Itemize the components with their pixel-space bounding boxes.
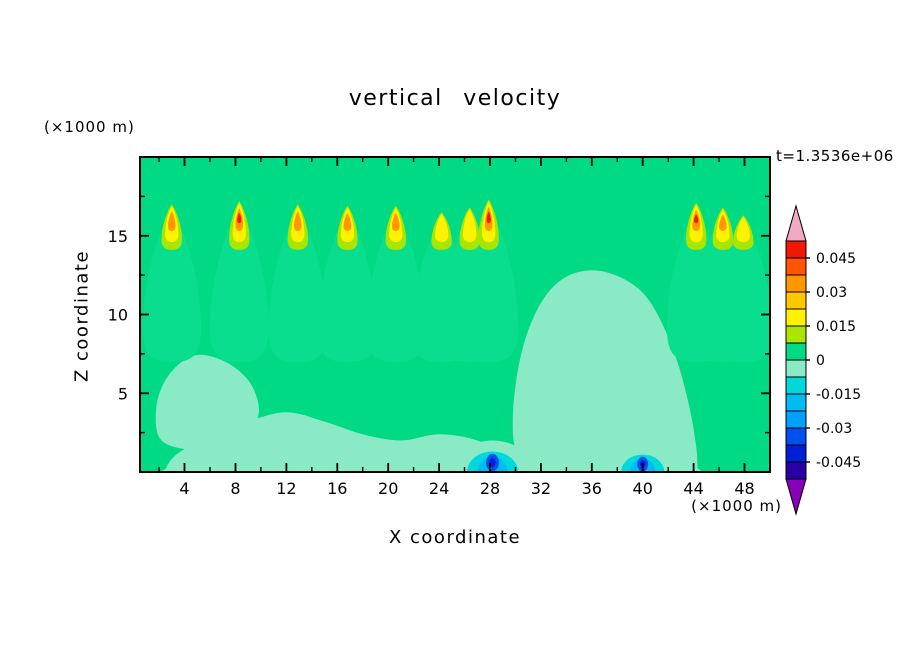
plume-cone bbox=[142, 209, 202, 362]
colorbar-band bbox=[785, 461, 807, 480]
x-tick-label: 24 bbox=[429, 479, 449, 498]
plume-flame-orange bbox=[168, 211, 176, 231]
plume-cone bbox=[714, 220, 770, 362]
downdraft-spot bbox=[451, 440, 534, 472]
colorbar-band bbox=[785, 325, 807, 344]
updraft-plume bbox=[287, 204, 308, 250]
plume-flame-orange bbox=[719, 214, 727, 231]
colorbar-band bbox=[785, 393, 807, 412]
plume-flame-red bbox=[237, 212, 242, 224]
chart-title: vertical velocity bbox=[348, 86, 562, 111]
updraft-plume bbox=[478, 199, 499, 250]
x-tick-label: 32 bbox=[531, 479, 551, 498]
x-tick-label: 44 bbox=[683, 479, 703, 498]
x-tick-label: 36 bbox=[582, 479, 602, 498]
y-axis-units-label: (×1000 m) bbox=[44, 118, 135, 136]
colorbar-label: 0.03 bbox=[816, 285, 847, 301]
plume-flame-yellow bbox=[463, 209, 477, 243]
updraft-plume bbox=[459, 207, 480, 250]
plume-flame-orange bbox=[294, 211, 302, 231]
colorbar-band bbox=[785, 359, 807, 378]
plume-flame-orange bbox=[392, 212, 400, 231]
x-tick-label: 8 bbox=[230, 479, 240, 498]
updraft-plume bbox=[712, 207, 734, 250]
x-tick-label: 4 bbox=[179, 479, 189, 498]
colorbar-label: 0 bbox=[816, 353, 825, 369]
colorbar-band bbox=[785, 342, 807, 361]
colorbar-band bbox=[785, 274, 807, 293]
downdraft-spot bbox=[608, 445, 678, 472]
colorbar-label: 0.015 bbox=[816, 319, 856, 335]
y-tick-label: 5 bbox=[118, 384, 128, 403]
colorbar-band bbox=[785, 376, 807, 395]
colorbar-label: -0.015 bbox=[816, 387, 861, 403]
colorbar: 0.045 0.03 0.015 0 -0.015 -0.03 -0.045 bbox=[785, 204, 861, 516]
colorbar-label: -0.045 bbox=[816, 455, 861, 471]
time-annotation: t=1.3536e+06 bbox=[776, 147, 894, 165]
y-tick-label: 15 bbox=[108, 227, 128, 246]
colorbar-label: -0.03 bbox=[816, 421, 852, 437]
plume-flame-orange bbox=[343, 212, 352, 231]
plume-cone bbox=[318, 210, 377, 362]
axes-ticks bbox=[140, 157, 771, 472]
y-axis-title: Z coordinate bbox=[71, 249, 93, 383]
subsidence-region bbox=[512, 270, 704, 472]
colorbar-arrow-over bbox=[785, 204, 807, 242]
colorbar-band bbox=[785, 291, 807, 310]
colorbar-label: 0.045 bbox=[816, 251, 856, 267]
colorbar-band bbox=[785, 308, 807, 327]
updraft-plume bbox=[161, 204, 182, 250]
x-axis-units-label: (×1000 m) bbox=[691, 497, 782, 515]
plume-flame-red bbox=[694, 214, 699, 224]
colorbar-arrow-under bbox=[785, 478, 807, 516]
x-axis-title: X coordinate bbox=[388, 527, 522, 548]
updraft-plume bbox=[385, 205, 406, 250]
colorbar-band bbox=[785, 257, 807, 276]
x-tick-label: 16 bbox=[327, 479, 347, 498]
plume-flame-red bbox=[486, 211, 491, 224]
x-tick-label: 12 bbox=[276, 479, 296, 498]
x-tick-label: 20 bbox=[378, 479, 398, 498]
subsidence-region bbox=[155, 354, 259, 450]
plume-flame-yellow bbox=[435, 213, 449, 243]
x-tick-label: 28 bbox=[480, 479, 500, 498]
updraft-plume bbox=[229, 201, 250, 250]
updraft-plume bbox=[686, 202, 707, 250]
x-tick-label: 48 bbox=[734, 479, 754, 498]
colorbar-band bbox=[785, 410, 807, 429]
updraft-plume bbox=[431, 212, 452, 250]
plot-area bbox=[140, 157, 770, 472]
plume-cone bbox=[366, 210, 426, 362]
updraft-plume bbox=[337, 205, 358, 250]
y-tick-label: 10 bbox=[108, 306, 128, 325]
plume-cone bbox=[268, 209, 328, 362]
colorbar-band bbox=[785, 427, 807, 446]
subsidence-region bbox=[157, 412, 525, 472]
colorbar-band bbox=[785, 240, 807, 259]
plume-cone bbox=[210, 205, 269, 362]
x-tick-label: 40 bbox=[633, 479, 653, 498]
updraft-plume bbox=[733, 215, 754, 250]
plume-flame-yellow bbox=[736, 216, 750, 243]
colorbar-band bbox=[785, 444, 807, 463]
